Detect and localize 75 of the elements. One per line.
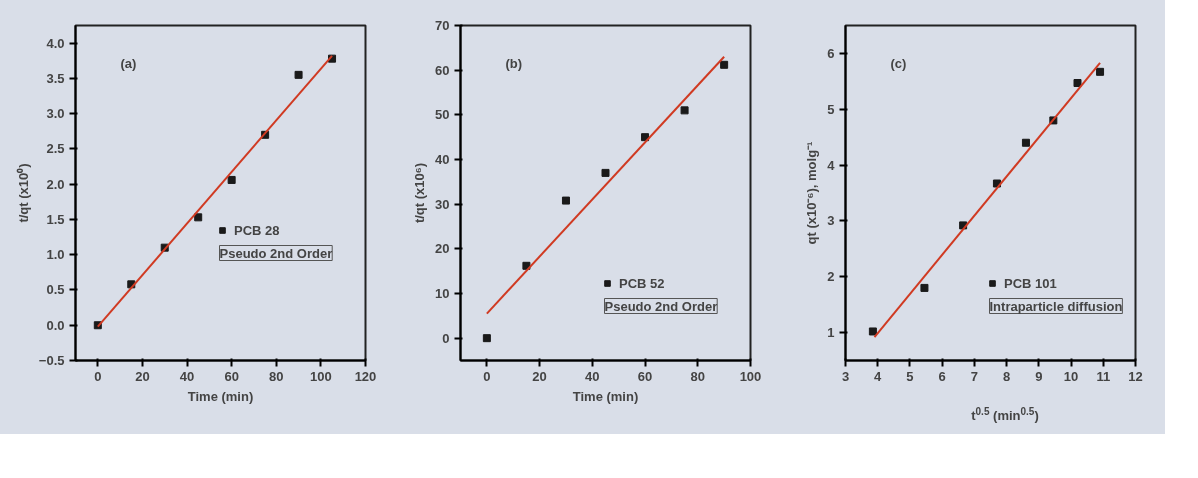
x-tick-label: 20 [532, 368, 547, 384]
x-tick-label: 60 [224, 368, 239, 384]
y-axis-title: qt (x10⁻⁶), molg⁻¹ [804, 141, 820, 245]
annotation: Pseudo 2nd Order [219, 245, 333, 261]
y-tick-label: 30 [435, 196, 450, 212]
y-axis-title: t/qt (x10⁰) [15, 163, 31, 223]
point [920, 283, 929, 292]
y-tick-label: 10 [435, 286, 450, 301]
point [194, 213, 203, 222]
x-tick-label: 100 [310, 368, 332, 384]
y-axis-title: t/qt (x10⁶) [412, 162, 428, 224]
y-tick-label: 0 [442, 330, 450, 346]
y-tick-label: 4.0 [46, 35, 65, 51]
y-tick-label: 3.5 [46, 70, 65, 86]
y-tick-label: 0.0 [46, 317, 65, 333]
y-tick-label: 1.0 [46, 247, 65, 263]
annotation: Pseudo 2nd Order [604, 298, 718, 314]
point [680, 106, 689, 115]
x-tick-label: 10 [1063, 368, 1079, 384]
y-tick-label: 4 [827, 157, 836, 173]
y-tick-label: 2.5 [46, 141, 65, 157]
x-tick-label: 9 [1035, 368, 1043, 384]
point [601, 168, 610, 177]
x-tick-label: 40 [585, 368, 600, 384]
y-tick-label: 2 [827, 269, 835, 285]
y-tick-label: 5 [827, 101, 835, 117]
point [720, 60, 729, 69]
x-tick-label: 6 [938, 368, 946, 384]
x-tick-label: 80 [690, 368, 706, 384]
y-tick-label: 1 [827, 325, 835, 341]
y-tick-label: 3.0 [46, 106, 65, 122]
x-tick-label: 60 [637, 368, 653, 384]
y-tick-label: 0.5 [46, 282, 65, 298]
y-tick-label: 70 [435, 18, 450, 33]
y-tick-label: 60 [435, 62, 450, 78]
point [294, 70, 303, 79]
x-tick-label: 100 [739, 368, 762, 384]
point [227, 175, 236, 184]
y-tick-label: 20 [435, 241, 450, 257]
x-tick-label: 3 [841, 368, 850, 384]
x-tick-label: 12 [1128, 368, 1143, 384]
y-tick-label: 1.5 [46, 211, 65, 227]
point [1073, 79, 1082, 88]
x-tick-label: 0 [483, 368, 491, 384]
annotation: (b) [505, 55, 523, 71]
x-tick-label: 80 [269, 368, 284, 384]
legend-label: PCB 101 [1004, 275, 1057, 291]
legend-label: PCB 52 [619, 275, 665, 291]
x-axis-title: Time (min) [187, 388, 254, 404]
y-tick-label: −0.5 [38, 353, 65, 368]
y-tick-label: 40 [435, 152, 450, 167]
x-tick-label: 5 [906, 368, 914, 384]
x-tick-label: 40 [179, 368, 195, 384]
point [1096, 67, 1105, 76]
point [482, 334, 491, 343]
x-tick-label: 7 [970, 368, 979, 384]
x-axis-title: Time (min) [572, 388, 639, 404]
y-tick-label: 50 [435, 107, 450, 123]
annotation: (a) [120, 55, 137, 71]
x-tick-label: 8 [1003, 368, 1011, 384]
x-tick-label: 120 [354, 368, 377, 384]
y-tick-label: 6 [827, 45, 835, 61]
y-tick-label: 2.0 [46, 176, 65, 192]
legend-label: PCB 28 [234, 222, 280, 238]
point [1021, 138, 1030, 147]
x-tick-label: 11 [1096, 368, 1111, 384]
point [561, 196, 570, 205]
annotation: Intraparticle diffusion [989, 298, 1123, 314]
x-tick-label: 20 [135, 368, 150, 384]
x-tick-label: 0 [94, 368, 102, 384]
x-tick-label: 4 [874, 368, 883, 384]
annotation: (c) [890, 55, 907, 71]
x-axis-title: t$^{0.5}$ (min$^{0.5}$) [971, 405, 1039, 426]
point [868, 327, 877, 336]
y-tick-label: 3 [827, 213, 835, 229]
